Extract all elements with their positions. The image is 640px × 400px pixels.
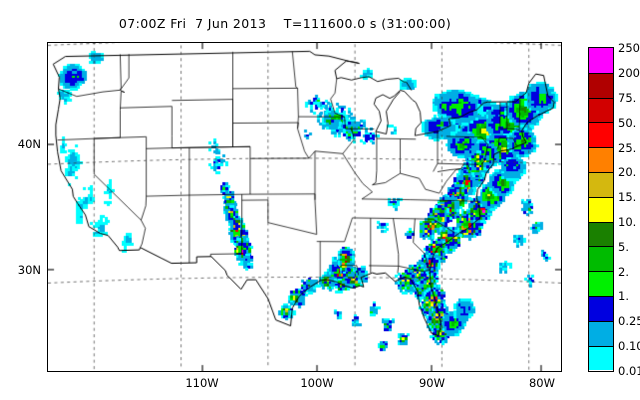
colorbar-tick-label: 20.: [618, 165, 637, 180]
colorbar-band: [589, 122, 613, 148]
colorbar-band: [589, 221, 613, 247]
colorbar-tick-label: 10.: [618, 214, 637, 229]
colorbar-tick-label: 2.: [618, 264, 629, 279]
colorbar-tick-label: 0.25: [618, 314, 640, 329]
colorbar-tick-label: 75.: [618, 90, 637, 105]
colorbar-band: [589, 147, 613, 172]
x-axis-tick-label: 80W: [528, 376, 555, 390]
colorbar-tick-label: 25.: [618, 140, 637, 155]
precipitation-map-canvas: [48, 43, 561, 371]
colorbar-band: [589, 196, 613, 222]
colorbar-tick-label: 200.: [618, 66, 640, 81]
colorbar-band: [589, 97, 613, 123]
map-plot-area: [47, 42, 562, 372]
colorbar-band: [589, 72, 613, 98]
colorbar-band: [589, 271, 613, 296]
x-axis-tick-label: 90W: [418, 376, 445, 390]
colorbar-tick-label: 15.: [618, 190, 637, 205]
page-title: 07:00Z Fri 7 Jun 2013 T=111600.0 s (31:0…: [118, 16, 452, 31]
x-axis-tick-label: 100W: [300, 376, 334, 390]
y-axis-tick-label: 30N: [17, 263, 41, 277]
colorbar-band: [589, 320, 613, 346]
colorbar-tick-label: 0.01: [618, 363, 640, 378]
y-axis-tick-label: 40N: [17, 137, 41, 151]
colorbar-band: [589, 345, 613, 371]
colorbar-tick-label: 50.: [618, 115, 637, 130]
colorbar: [588, 47, 614, 372]
colorbar-band: [589, 246, 613, 272]
colorbar-tick-label: 0.10: [618, 338, 640, 353]
colorbar-band: [589, 48, 613, 73]
colorbar-tick-label: 1.: [618, 289, 629, 304]
colorbar-tick-label: 250.: [618, 41, 640, 56]
x-axis-tick-label: 110W: [185, 376, 219, 390]
colorbar-tick-label: 5.: [618, 239, 629, 254]
colorbar-band: [589, 171, 613, 197]
colorbar-band: [589, 295, 613, 321]
